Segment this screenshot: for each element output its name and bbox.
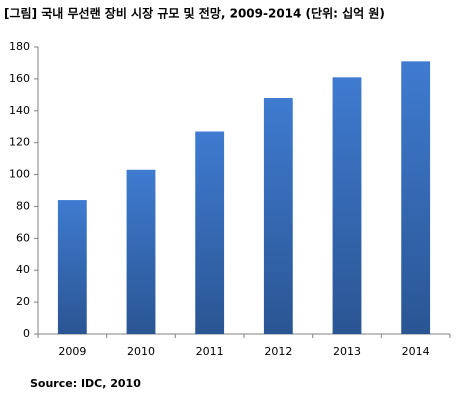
x-tick-label: 2011 (196, 345, 224, 358)
y-tick-label: 160 (9, 72, 30, 85)
y-tick-label: 0 (23, 327, 30, 340)
bar (57, 200, 87, 334)
x-tick-label: 2009 (58, 345, 86, 358)
x-tick-label: 2012 (264, 345, 292, 358)
bar (195, 131, 225, 334)
bar (126, 169, 156, 334)
bar (263, 98, 293, 335)
source-note: Source: IDC, 2010 (30, 377, 141, 390)
y-tick-label: 180 (9, 40, 30, 53)
y-tick-label: 20 (16, 295, 30, 308)
y-tick-label: 100 (9, 168, 30, 181)
y-tick-label: 60 (16, 231, 30, 244)
y-tick-label: 40 (16, 263, 30, 276)
x-tick-label: 2013 (333, 345, 361, 358)
bar (332, 77, 362, 335)
y-tick-label: 120 (9, 136, 30, 149)
chart-title: [그림] 국내 무선랜 장비 시장 규모 및 전망, 2009-2014 (단위… (4, 6, 385, 21)
x-tick-label: 2014 (402, 345, 430, 358)
bar (401, 61, 431, 334)
x-tick-label: 2010 (127, 345, 155, 358)
y-tick-label: 140 (9, 104, 30, 117)
y-tick-label: 80 (16, 199, 30, 212)
